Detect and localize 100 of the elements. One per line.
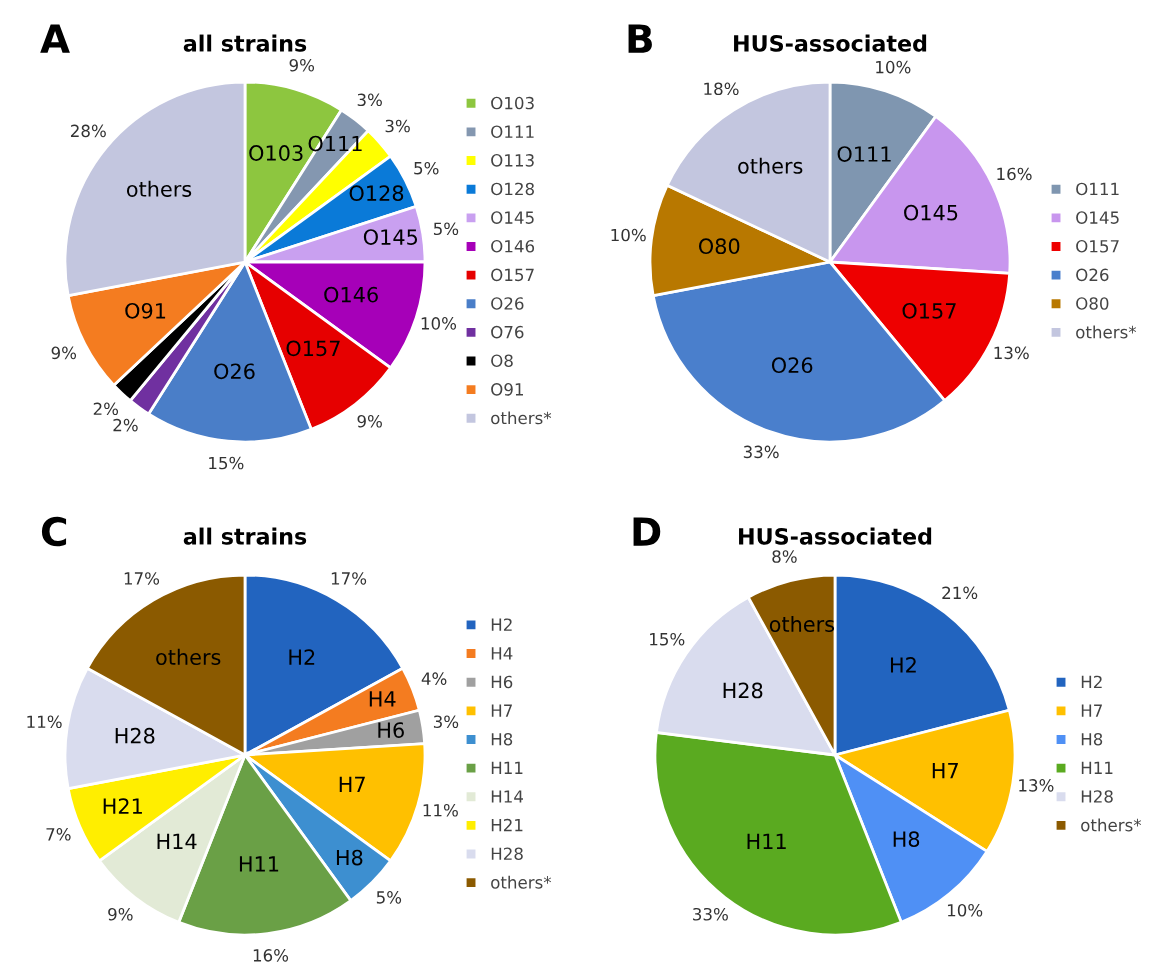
text: others: [126, 180, 192, 197]
data-label: 13%: [994, 346, 1029, 360]
data-label: 16%: [253, 949, 289, 962]
slice-label: H7: [932, 763, 958, 779]
data-label: 15%: [650, 632, 685, 646]
chart-title: all strains: [183, 34, 307, 52]
legend-label: others*: [1076, 325, 1137, 339]
data-label: 10%: [611, 228, 646, 242]
data-label: 15%: [209, 456, 244, 470]
slice-label: H14: [157, 833, 197, 849]
legend-label: H28: [491, 847, 523, 861]
data-label: 3%: [357, 93, 382, 107]
data-label: 28%: [70, 124, 106, 138]
legend-label: O76: [491, 325, 524, 339]
text: others: [156, 648, 221, 665]
legend-label: O157: [491, 268, 534, 282]
legend-label: O146: [491, 239, 535, 253]
slice-label: H6: [378, 722, 404, 738]
legend-label: H7: [1081, 704, 1102, 717]
data-label: 17%: [331, 572, 367, 585]
data-label: 2%: [93, 402, 119, 416]
legend-label: O8: [491, 354, 513, 368]
slice-label: O26: [214, 363, 255, 380]
legend-label: O113: [491, 154, 534, 167]
data-label: 33%: [743, 445, 779, 459]
data-label: 18%: [704, 82, 739, 96]
data-label: 17%: [124, 572, 160, 585]
data-label: 9%: [108, 907, 133, 921]
data-label: 11%: [27, 715, 62, 729]
legend-label: H11: [1081, 761, 1113, 774]
data-label: 21%: [942, 586, 978, 600]
text: others: [738, 157, 803, 174]
slice-label: H11: [239, 856, 279, 872]
legend-label: H8: [1081, 732, 1103, 746]
legend-label: H2: [491, 618, 512, 631]
legend-label: O157: [1076, 239, 1119, 253]
data-label: 7%: [46, 828, 71, 841]
slice-label: O157: [902, 302, 956, 319]
slice-label: H21: [103, 798, 142, 814]
slice-label: H7: [339, 776, 365, 792]
legend-label: others*: [491, 875, 552, 889]
data-label: 9%: [289, 58, 315, 72]
slice-label: O145: [904, 204, 958, 221]
data-label: 33%: [693, 907, 728, 921]
data-label: 8%: [772, 550, 797, 563]
legend-label: H28: [1081, 790, 1113, 803]
slice-label: O128: [349, 185, 404, 202]
legend-label: O111: [491, 125, 534, 138]
data-label: 5%: [414, 161, 439, 175]
data-label: 9%: [357, 414, 382, 428]
slice-label: O111: [837, 146, 891, 162]
slice-label: O80: [698, 238, 740, 255]
data-label: 5%: [433, 222, 459, 236]
slice-label: H28: [115, 727, 155, 744]
legend-label: O91: [491, 383, 523, 396]
text: B: [628, 24, 652, 53]
legend-label: others*: [491, 411, 552, 425]
slice-label: H4: [369, 691, 396, 707]
data-label: 16%: [997, 167, 1032, 181]
data-label: 11%: [423, 803, 458, 817]
slice-label: O103: [249, 145, 303, 161]
legend-label: H4: [491, 647, 513, 660]
legend-label: H14: [491, 790, 524, 803]
data-label: 13%: [1019, 779, 1054, 792]
data-label: 10%: [947, 903, 983, 917]
legend-label: O103: [491, 96, 534, 110]
text: C: [41, 516, 67, 547]
legend-label: O111: [1076, 182, 1119, 196]
text: D: [633, 517, 661, 546]
legend-label: H11: [491, 761, 523, 774]
data-label: 9%: [51, 346, 77, 360]
legend-label: O26: [1076, 268, 1109, 282]
slice-label: O26: [771, 357, 813, 374]
legend-label: O26: [491, 297, 524, 310]
chart-title: HUS-associated: [734, 34, 927, 52]
data-label: 3%: [433, 715, 459, 729]
data-label: 10%: [421, 317, 457, 330]
text: A: [40, 24, 70, 53]
data-label: 2%: [113, 418, 138, 432]
legend-label: others*: [1081, 818, 1142, 832]
legend-label: O145: [1076, 211, 1119, 224]
legend-label: O80: [1076, 297, 1109, 310]
slice-label: O146: [324, 286, 378, 303]
slice-label: O91: [125, 302, 166, 319]
data-label: 3%: [385, 119, 410, 133]
slice-label: O145: [363, 229, 418, 245]
slice-label: H8: [336, 849, 363, 866]
legend-label: H7: [491, 704, 512, 717]
slice-label: H11: [747, 833, 786, 849]
legend-label: O128: [491, 182, 534, 196]
chart-title: HUS-associated: [739, 527, 932, 545]
legend-label: O145: [491, 211, 534, 224]
slice-label: H2: [289, 649, 315, 665]
slice-label: H28: [723, 682, 763, 699]
slice-label: O157: [286, 340, 340, 357]
slice-label: H2: [890, 657, 916, 673]
data-label: 10%: [876, 60, 911, 74]
slice-label: H8: [893, 831, 920, 848]
data-label: 5%: [376, 891, 402, 904]
data-label: 4%: [421, 672, 447, 685]
